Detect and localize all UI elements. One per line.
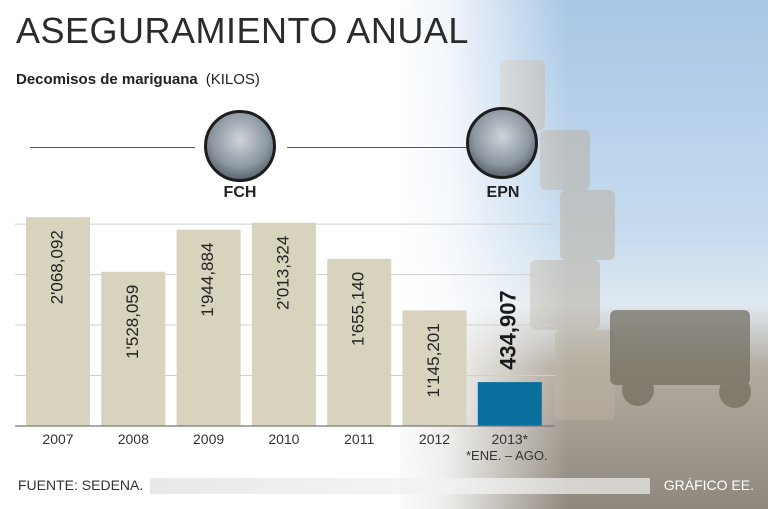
bar-2009 xyxy=(176,229,241,426)
category-label: 2008 xyxy=(118,431,149,447)
divider-line-middle xyxy=(287,147,467,148)
unit-label: (KILOS) xyxy=(205,71,260,88)
category-label: 2009 xyxy=(193,431,224,447)
value-label: 1'944,884 xyxy=(198,243,217,317)
subtitle-text: Decomisos de mariguana xyxy=(16,71,198,88)
value-label: 1'145,201 xyxy=(424,323,443,397)
chart-subtitle: Decomisos de mariguana (KILOS) xyxy=(16,71,260,88)
category-label: 2010 xyxy=(268,431,299,447)
source-label: FUENTE: SEDENA. xyxy=(18,477,144,493)
value-label: 2'013,324 xyxy=(273,236,292,310)
fch-label: FCH xyxy=(223,184,257,201)
category-label: 2012 xyxy=(419,431,450,447)
category-label: 2007 xyxy=(42,431,73,447)
category-label: 2011 xyxy=(344,431,374,447)
bar-2008 xyxy=(101,271,166,426)
divider-line-left xyxy=(30,147,195,148)
value-label: 434,907 xyxy=(496,290,521,370)
epn-label: EPN xyxy=(486,184,520,201)
credit-label: GRÁFICO EE. xyxy=(663,477,754,493)
value-label: 1'528,059 xyxy=(123,285,142,359)
footer-bar xyxy=(150,478,650,494)
page-title: ASEGURAMIENTO ANUAL xyxy=(16,10,469,51)
value-label: 1'655,140 xyxy=(349,272,368,346)
epn-portrait xyxy=(466,107,538,179)
bar-2011 xyxy=(327,258,392,426)
bar-2012 xyxy=(402,310,467,426)
bar-2010 xyxy=(251,222,316,426)
category-label: 2013* xyxy=(492,431,529,447)
bar-2007 xyxy=(26,217,90,426)
bar-2013 xyxy=(477,382,542,426)
footnote: *ENE. – AGO. xyxy=(466,448,548,463)
value-label: 2'068,092 xyxy=(47,230,66,304)
fch-portrait xyxy=(204,110,276,182)
